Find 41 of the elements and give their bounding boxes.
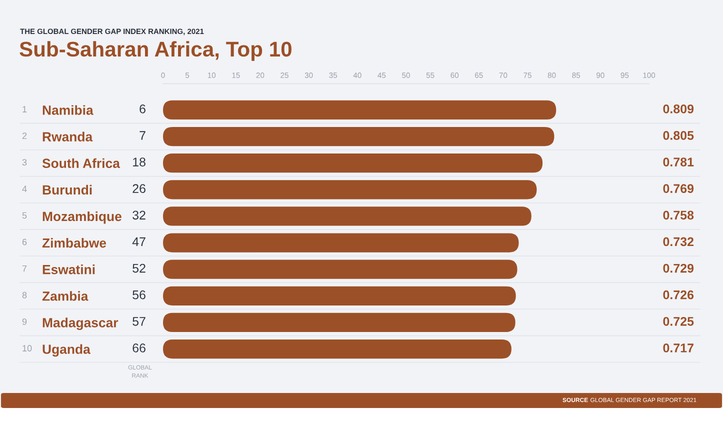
text: 8 [22,292,27,298]
y-tick-label: South Africa [42,158,120,168]
text: 2 [22,132,27,139]
y-tick-label: Uganda [42,344,90,357]
data-label: 0.805 [663,131,694,140]
data-label: 0.717 [663,344,694,352]
text: 56 [132,290,146,300]
text: 3 [22,159,27,166]
text: 66 [132,344,146,352]
y-tick-label: Madagascar [42,318,118,330]
text: 9 [22,318,27,325]
text: 18 [133,158,146,166]
text: 4 [22,186,27,192]
y-tick-label: Eswatini [42,264,95,274]
y-tick-label: Mozambique [42,211,122,224]
text: 57 [132,317,146,326]
data-label: 0.758 [663,210,694,220]
data-label: 0.809 [663,104,694,114]
text: 6 [140,104,146,114]
y-tick-label: Burundi [42,184,92,195]
data-label: 0.781 [663,158,694,166]
data-label: 0.732 [663,237,694,246]
text: 32 [132,210,146,220]
text: 7 [140,131,146,140]
text: 7 [22,265,27,272]
text: 10 [22,345,32,352]
chart-title: Sub-Saharan Africa, Top 10 [20,41,292,61]
data-label: 0.726 [663,290,694,300]
data-label: 0.729 [663,264,694,273]
y-tick-label: Zambia [42,291,88,301]
data-label: 0.769 [663,184,694,194]
data-label: 0.725 [663,316,694,326]
text: 47 [132,237,146,246]
y-tick-label: Namibia [42,105,94,115]
text: 52 [132,264,146,273]
text: 1 [22,106,27,112]
text: 26 [132,184,146,194]
y-tick-label: Zimbabwe [42,238,106,248]
text: 6 [22,238,27,246]
text: 5 [22,212,27,219]
y-tick-label: Rwanda [42,132,93,142]
